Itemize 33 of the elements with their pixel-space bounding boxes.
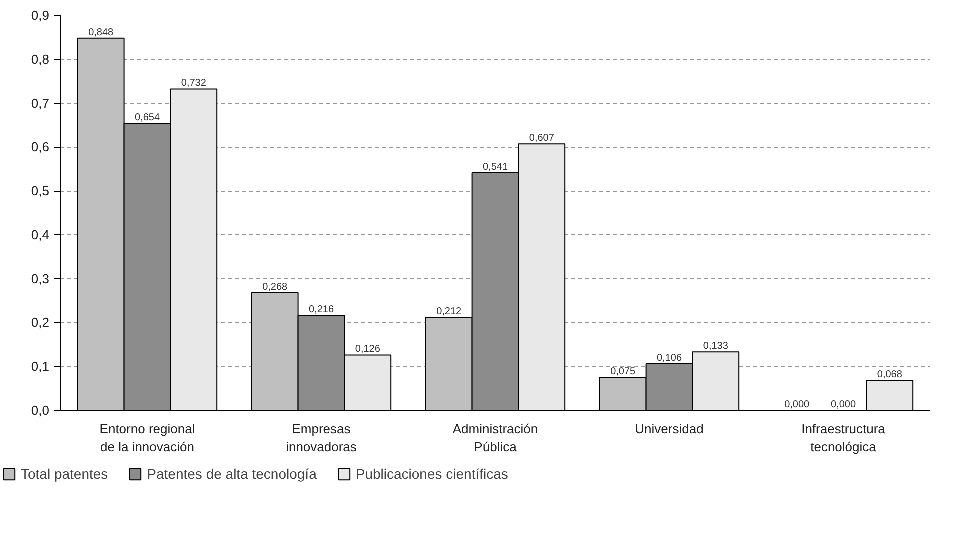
data-label: 0,106 bbox=[656, 352, 682, 364]
data-label: 0,607 bbox=[529, 133, 555, 144]
data-label: 0,000 bbox=[784, 400, 810, 410]
data-label: 0,268 bbox=[262, 282, 288, 293]
data-label: 0,848 bbox=[88, 27, 114, 38]
y-tick-label: 0,5 bbox=[31, 184, 50, 199]
legend-label: Patentes de alta tecnología bbox=[147, 466, 317, 482]
y-tick-label: 0,8 bbox=[31, 52, 50, 67]
data-label: 0,000 bbox=[830, 400, 856, 410]
y-tick-label: 0,0 bbox=[31, 403, 50, 418]
y-tick-label: 0,3 bbox=[31, 271, 50, 286]
x-tick-label: Administración Pública bbox=[452, 422, 538, 454]
x-tick-label: Empresas innovadoras bbox=[286, 422, 358, 454]
y-tick-label: 0,7 bbox=[31, 96, 50, 111]
y-tick-label: 0,6 bbox=[31, 140, 50, 155]
data-label: 0,126 bbox=[355, 344, 381, 356]
x-tick-label: Infraestructura tecnológica bbox=[802, 422, 886, 454]
y-tick-label: 0,2 bbox=[31, 315, 50, 330]
y-tick-label: 0,4 bbox=[31, 227, 50, 242]
x-tick-label: Universidad bbox=[635, 422, 704, 436]
data-label: 0,212 bbox=[436, 306, 462, 318]
data-label: 0,133 bbox=[703, 341, 729, 352]
data-label: 0,541 bbox=[482, 162, 508, 174]
legend-label: Total patentes bbox=[21, 466, 108, 482]
y-tick-label: 0,1 bbox=[31, 359, 50, 374]
data-label: 0,654 bbox=[134, 112, 160, 124]
data-label: 0,732 bbox=[181, 78, 207, 90]
y-tick-label: 0,9 bbox=[31, 8, 50, 23]
legend-label: Publicaciones científicas bbox=[356, 466, 508, 482]
data-label: 0,068 bbox=[877, 370, 903, 381]
data-label: 0,216 bbox=[308, 304, 334, 316]
x-tick-label: Entorno regional de la innovación bbox=[100, 422, 196, 454]
data-label: 0,075 bbox=[610, 366, 636, 378]
